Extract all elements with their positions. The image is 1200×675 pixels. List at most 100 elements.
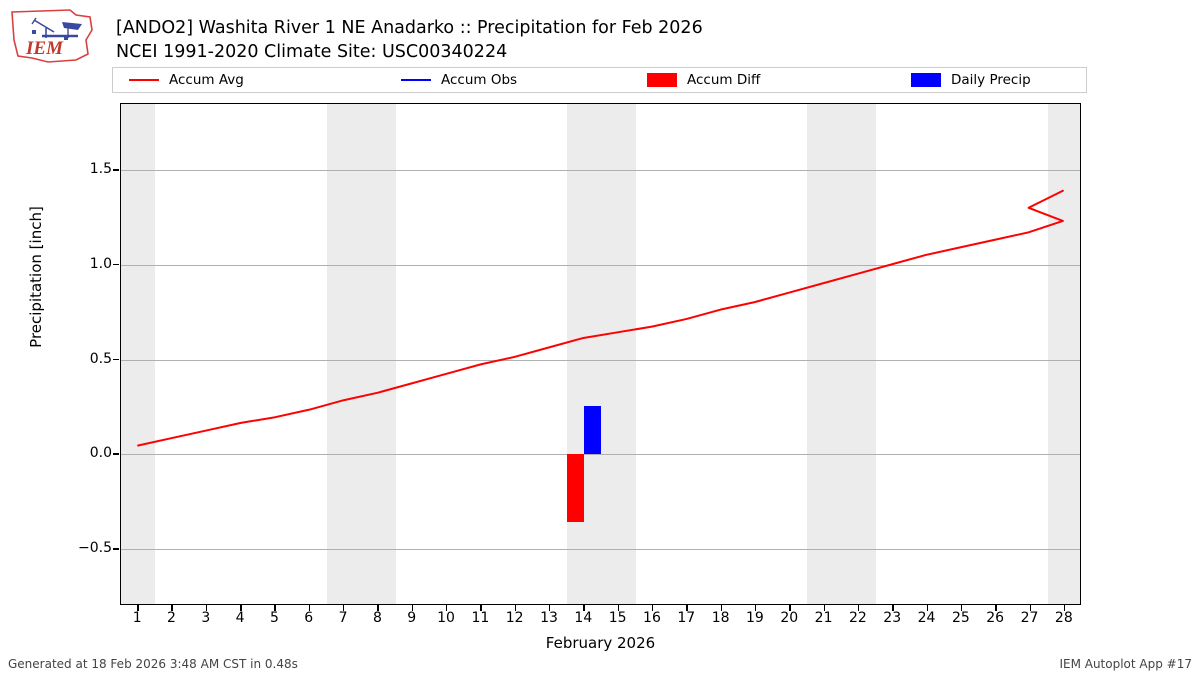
legend-label-accum-obs: Accum Obs <box>441 72 518 88</box>
svg-text:IEM: IEM <box>25 38 64 59</box>
x-tick-mark <box>411 605 414 611</box>
x-tick-mark <box>720 605 723 611</box>
weekend-band <box>1047 104 1080 604</box>
x-tick-mark <box>754 605 757 611</box>
x-tick-mark <box>137 605 139 611</box>
x-tick-label: 14 <box>574 610 593 626</box>
x-tick-label: 8 <box>372 610 382 626</box>
x-tick-mark <box>1063 605 1066 611</box>
x-tick-label: 10 <box>437 610 455 626</box>
x-tick-label: 2 <box>167 610 176 626</box>
x-tick-mark <box>926 605 928 611</box>
x-tick-label: 7 <box>338 610 348 626</box>
weekend-band <box>326 104 396 604</box>
x-tick-label: 28 <box>1054 610 1073 626</box>
bar-accum-diff <box>567 454 585 522</box>
x-tick-mark <box>823 605 825 611</box>
x-tick-mark <box>892 605 894 611</box>
legend-item-daily-precip[interactable]: Daily Precip <box>881 72 1086 88</box>
x-tick-mark <box>789 605 791 611</box>
x-tick-mark <box>205 605 208 611</box>
generated-timestamp: Generated at 18 Feb 2026 3:48 AM CST in … <box>8 657 298 671</box>
x-tick-mark <box>343 605 345 611</box>
x-tick-mark <box>549 605 551 611</box>
x-tick-label: 20 <box>780 610 799 626</box>
x-tick-label: 11 <box>471 610 490 626</box>
x-tick-mark <box>514 605 517 611</box>
app-attribution: IEM Autoplot App #17 <box>1059 657 1192 671</box>
legend-line-swatch-accum-avg <box>129 79 159 81</box>
gridline <box>121 360 1080 361</box>
legend-box-swatch-accum-diff <box>647 73 677 87</box>
chart-legend: Accum Avg Accum Obs Accum Diff Daily Pre… <box>112 67 1087 93</box>
chart-title-block: [ANDO2] Washita River 1 NE Anadarko :: P… <box>116 16 1016 64</box>
x-tick-mark <box>240 605 242 611</box>
x-tick-mark <box>480 605 482 611</box>
y-axis-label: Precipitation [inch] <box>27 206 45 348</box>
x-tick-label: 16 <box>643 610 661 626</box>
y-tick-label: 1.5 <box>89 161 112 178</box>
y-tick-label: 0.0 <box>89 445 112 462</box>
x-tick-label: 24 <box>917 610 936 626</box>
legend-item-accum-diff[interactable]: Accum Diff <box>633 72 881 88</box>
x-tick-label: 17 <box>677 610 696 626</box>
x-tick-mark <box>617 605 620 611</box>
weekend-band <box>807 104 877 604</box>
x-tick-label: 12 <box>505 610 524 626</box>
legend-label-daily-precip: Daily Precip <box>951 72 1031 88</box>
y-tick-mark <box>113 548 119 550</box>
page-title: [ANDO2] Washita River 1 NE Anadarko :: P… <box>116 18 703 38</box>
y-axis-tick-labels: −0.5 0.0 0.5 1.0 1.5 <box>52 103 112 605</box>
x-tick-mark <box>651 605 654 611</box>
x-tick-label: 13 <box>540 610 558 626</box>
x-tick-label: 23 <box>883 610 902 626</box>
legend-item-accum-avg[interactable]: Accum Avg <box>113 72 385 88</box>
y-tick-mark <box>113 453 119 455</box>
x-tick-label: 1 <box>132 610 142 626</box>
y-tick-mark <box>113 169 119 171</box>
x-axis-label: February 2026 <box>545 634 656 652</box>
x-tick-mark <box>960 605 963 611</box>
x-axis-tick-labels: 1 2 3 4 5 6 7 8 9 10 11 12 13 14 15 16 17 18 19 20 21 22 23 24 2… <box>120 610 1081 630</box>
y-tick-label: 1.0 <box>89 256 112 273</box>
x-tick-label: 5 <box>269 610 279 626</box>
x-tick-mark <box>857 605 860 611</box>
y-tick-label: 0.5 <box>89 350 112 367</box>
x-tick-label: 6 <box>304 610 314 626</box>
x-tick-mark <box>274 605 276 611</box>
legend-line-swatch-accum-obs <box>401 79 431 81</box>
x-tick-label: 4 <box>235 610 245 626</box>
legend-box-swatch-daily-precip <box>911 73 941 87</box>
gridline <box>121 454 1080 455</box>
x-tick-label: 9 <box>407 610 417 626</box>
weekend-band <box>121 104 156 604</box>
x-tick-label: 19 <box>746 610 764 626</box>
x-tick-mark <box>686 605 688 611</box>
x-tick-label: 26 <box>986 610 1005 626</box>
iem-logo[interactable]: IEM <box>6 6 98 64</box>
legend-label-accum-avg: Accum Avg <box>169 72 244 88</box>
x-tick-mark <box>446 605 448 611</box>
x-tick-mark <box>995 605 997 611</box>
x-tick-label: 21 <box>814 610 833 626</box>
x-tick-label: 22 <box>848 610 867 626</box>
x-tick-label: 25 <box>951 610 970 626</box>
iem-logo-icon: IEM <box>11 9 93 63</box>
x-tick-label: 3 <box>201 610 211 626</box>
x-tick-mark <box>171 605 173 611</box>
y-tick-mark <box>113 264 119 266</box>
gridline <box>121 265 1080 266</box>
y-tick-mark <box>113 358 119 361</box>
page-subtitle: NCEI 1991-2020 Climate Site: USC00340224 <box>116 42 508 62</box>
x-tick-mark <box>583 605 585 611</box>
x-tick-mark <box>308 605 311 611</box>
plot-area <box>120 103 1081 605</box>
legend-item-accum-obs[interactable]: Accum Obs <box>385 72 633 88</box>
x-tick-mark <box>1029 605 1031 611</box>
series-group <box>137 189 1064 447</box>
bar-daily-precip <box>584 406 602 455</box>
accum-avg-line <box>137 189 1064 447</box>
gridline <box>121 549 1080 550</box>
x-tick-label: 18 <box>711 610 730 626</box>
